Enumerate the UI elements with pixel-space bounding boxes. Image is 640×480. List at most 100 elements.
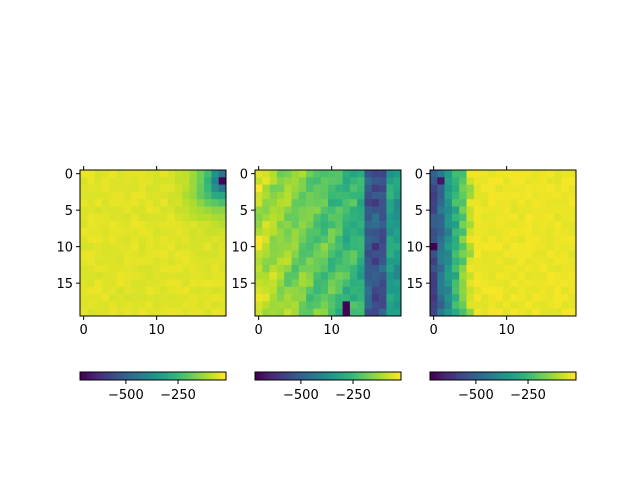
colorbar-segment [503, 372, 506, 380]
heatmap-cell [459, 170, 467, 178]
heatmap-cell [138, 294, 146, 302]
heatmap-cell [510, 257, 518, 266]
colorbar-segment [133, 372, 137, 380]
colorbar-segment [354, 372, 358, 380]
heatmap-cell [444, 243, 453, 251]
heatmap-cell [444, 184, 453, 193]
heatmap-cell [437, 206, 445, 215]
heatmap-cell [510, 308, 518, 317]
heatmap-cell [503, 264, 511, 273]
heatmap-cell [444, 213, 453, 222]
heatmap-cell [101, 301, 110, 309]
heatmap-cell [473, 301, 482, 309]
heatmap-cell [284, 272, 292, 280]
heatmap-cell [466, 206, 475, 215]
heatmap-cell [167, 184, 176, 193]
heatmap-cell [160, 294, 168, 302]
colorbar-segment [298, 372, 302, 380]
heatmap-cell [255, 206, 263, 215]
colorbar-segment [500, 372, 504, 380]
heatmap-cell [517, 235, 526, 244]
colorbar-segment [364, 372, 368, 380]
heatmap-cell [138, 235, 146, 244]
heatmap-ticks-3: 0 10 0 5 10 15 [406, 166, 515, 338]
heatmap-cell [189, 228, 198, 236]
heatmap-cell [554, 272, 562, 280]
heatmap-cell [364, 250, 373, 258]
heatmap-cell [379, 294, 387, 302]
heatmap-cell [488, 184, 496, 193]
heatmap-cell [532, 221, 540, 229]
heatmap-cell [503, 286, 511, 295]
heatmap-cell [189, 213, 198, 222]
heatmap-cell [459, 308, 467, 317]
heatmap-cell [459, 228, 467, 236]
heatmap-cell [116, 279, 125, 288]
heatmap-cell [495, 243, 504, 251]
heatmap-cell [459, 286, 467, 295]
heatmap-cell [80, 243, 88, 251]
heatmap-cell [101, 308, 110, 317]
heatmap-cell [568, 308, 577, 317]
heatmap-cell [211, 199, 219, 207]
heatmap-cell [123, 191, 132, 200]
heatmap-cell [218, 301, 227, 309]
heatmap-cell [174, 221, 183, 229]
heatmap-cell [532, 199, 540, 207]
heatmap-cell [313, 279, 321, 288]
heatmap-cell [546, 170, 555, 178]
heatmap-cell [298, 199, 307, 207]
heatmap-cell [517, 213, 526, 222]
heatmap-cell [568, 294, 577, 302]
heatmap-cell [182, 199, 190, 207]
heatmap-cell [131, 170, 139, 178]
heatmap-cell [80, 250, 88, 258]
colorbar-segment [257, 372, 261, 380]
heatmap-cell [211, 250, 219, 258]
heatmap-cell [546, 279, 555, 288]
heatmap-cell [371, 235, 380, 244]
heatmap-cell [211, 279, 219, 288]
heatmap-cell [87, 228, 95, 236]
heatmap-cell [357, 170, 365, 178]
heatmap-cell [539, 191, 548, 200]
heatmap-cell [276, 294, 285, 302]
heatmap-cell [298, 286, 307, 295]
heatmap-cell [459, 221, 467, 229]
heatmap-cell [561, 272, 569, 280]
colorbar-segment [328, 372, 331, 380]
heatmap-cell [342, 235, 351, 244]
heatmap-cell [138, 221, 146, 229]
heatmap-cell [364, 301, 373, 309]
heatmap-cell [298, 206, 307, 215]
heatmap-cell [269, 235, 278, 244]
heatmap-cell [539, 206, 548, 215]
colorbar-segment [216, 372, 220, 380]
heatmap-cell [342, 213, 351, 222]
heatmap-cell [503, 170, 511, 178]
heatmap-cell [255, 257, 263, 266]
heatmap-cell [371, 308, 380, 317]
heatmap-cell [451, 250, 460, 258]
heatmap-cell [153, 286, 161, 295]
heatmap-cell [364, 213, 373, 222]
heatmap-cell [101, 250, 110, 258]
heatmap-cell [473, 235, 482, 244]
heatmap-cell [204, 243, 212, 251]
heatmap-cell [554, 170, 562, 178]
heatmap-cell [306, 272, 314, 280]
heatmap-cell [174, 257, 183, 266]
heatmap-cell [328, 286, 336, 295]
heatmap-cell [364, 170, 373, 178]
colorbar-segment [554, 372, 557, 380]
heatmap-cell [466, 228, 475, 236]
heatmap-cell [561, 213, 569, 222]
heatmap-cell [488, 279, 496, 288]
heatmap-cell [451, 235, 460, 244]
heatmap-cell [371, 264, 380, 273]
heatmap-cell [298, 177, 307, 185]
heatmap-cell [167, 301, 176, 309]
heatmap-cell [174, 206, 183, 215]
heatmap-cell [306, 235, 314, 244]
heatmap-cell [357, 206, 365, 215]
